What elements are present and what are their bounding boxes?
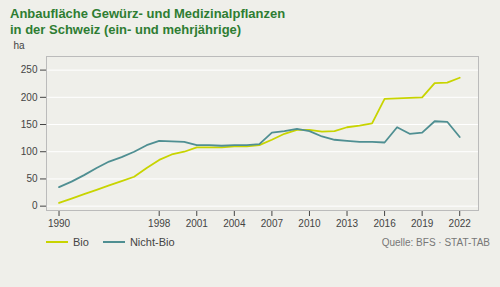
svg-text:2010: 2010 <box>298 218 321 229</box>
svg-text:150: 150 <box>21 119 38 130</box>
svg-text:2013: 2013 <box>336 218 359 229</box>
svg-text:1990: 1990 <box>48 218 71 229</box>
svg-text:100: 100 <box>21 146 38 157</box>
svg-text:2007: 2007 <box>261 218 284 229</box>
svg-text:200: 200 <box>21 92 38 103</box>
svg-text:2001: 2001 <box>186 218 209 229</box>
html-text:Bio: Bio <box>73 236 89 248</box>
svg-text:0: 0 <box>32 200 38 211</box>
svg-text:50: 50 <box>26 173 38 184</box>
html-text:in der Schweiz (ein- und mehrj: in der Schweiz (ein- und mehrjährige) <box>10 22 242 37</box>
svg-text:2019: 2019 <box>411 218 434 229</box>
svg-text:2004: 2004 <box>223 218 246 229</box>
svg-text:2016: 2016 <box>373 218 396 229</box>
svg-text:1998: 1998 <box>148 218 171 229</box>
html-text:Nicht-Bio: Nicht-Bio <box>129 236 175 248</box>
svg-text:ha: ha <box>14 40 26 51</box>
svg-text:250: 250 <box>21 64 38 75</box>
html-text:Anbaufläche Gewürz- und Medizi: Anbaufläche Gewürz- und Medizinalpflanze… <box>10 6 286 21</box>
svg-text:2022: 2022 <box>449 218 472 229</box>
html-text:Quelle: BFS · STAT-TAB: Quelle: BFS · STAT-TAB <box>381 236 490 248</box>
